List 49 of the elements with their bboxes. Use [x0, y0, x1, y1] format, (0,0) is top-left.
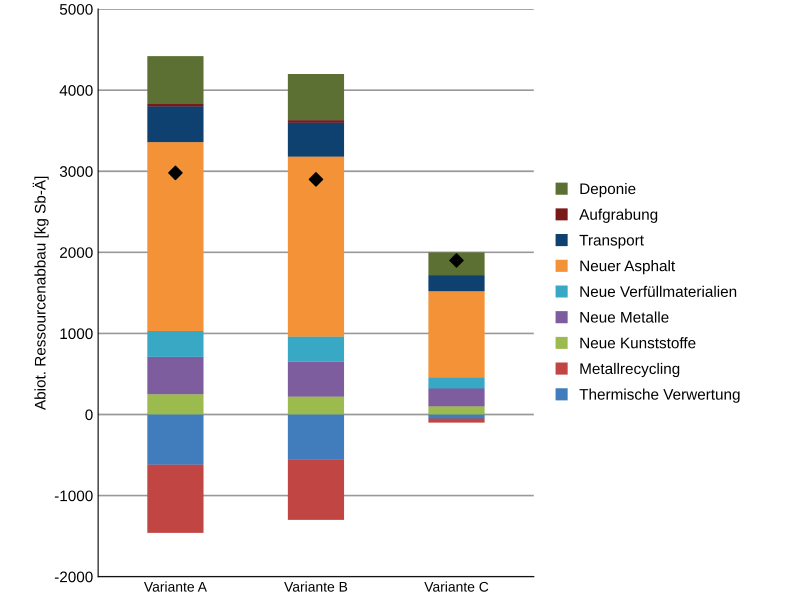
y-axis-title: Abiot. Ressourcenabbau [kg Sb-Ä]: [32, 176, 49, 410]
bar: [428, 377, 485, 389]
legend-label: Neuer Asphalt: [580, 260, 676, 274]
y-tick-label: 5000: [60, 4, 93, 15]
legend-label: Neue Metalle: [580, 311, 669, 323]
bar: [428, 406, 485, 414]
bar: [428, 414, 485, 419]
bar: [428, 388, 485, 406]
bar: [147, 56, 204, 104]
bar: [288, 460, 344, 520]
bar: [147, 464, 204, 533]
y-tick-label: 2000: [60, 247, 93, 258]
legend-label: Neue Verfüllmaterialien: [580, 286, 736, 297]
bar: [288, 120, 344, 123]
y-tick-label: 0: [85, 409, 93, 420]
y-tick-label: -2000: [54, 572, 93, 582]
legend-label: Deponie: [580, 182, 636, 198]
bar: [428, 252, 485, 276]
legend-label: Neue Kunststoffe: [580, 337, 696, 348]
bar: [288, 122, 344, 157]
x-tick-label: Variante A: [144, 582, 207, 592]
bar: [288, 414, 344, 460]
bar: [288, 156, 344, 337]
bar: [288, 74, 344, 120]
bar: [147, 142, 204, 331]
y-tick-label: 3000: [60, 166, 93, 177]
bar: [428, 276, 485, 292]
bar: [147, 330, 204, 357]
point: [308, 172, 324, 187]
bar: [147, 394, 204, 414]
y-tick-label: 4000: [60, 85, 93, 96]
legend-label: Aufgrabung: [579, 208, 658, 223]
y-tick-label: 1000: [60, 328, 93, 340]
bar: [288, 396, 344, 414]
bar: [147, 356, 204, 394]
legend-label: Transport: [580, 234, 644, 249]
legend-label: Metallrecycling: [580, 362, 680, 378]
bar: [147, 106, 204, 142]
bar: [288, 362, 344, 397]
bar: [147, 104, 204, 106]
legend-label: Thermische Verwertung: [580, 388, 740, 403]
bar: [147, 414, 204, 465]
x-tick-label: Variante C: [424, 582, 488, 592]
bar: [288, 336, 344, 362]
bar: [428, 418, 485, 423]
x-tick-label: Variante B: [284, 582, 348, 592]
bar: [428, 291, 485, 378]
y-tick-label: -1000: [54, 490, 93, 502]
point: [168, 166, 183, 180]
